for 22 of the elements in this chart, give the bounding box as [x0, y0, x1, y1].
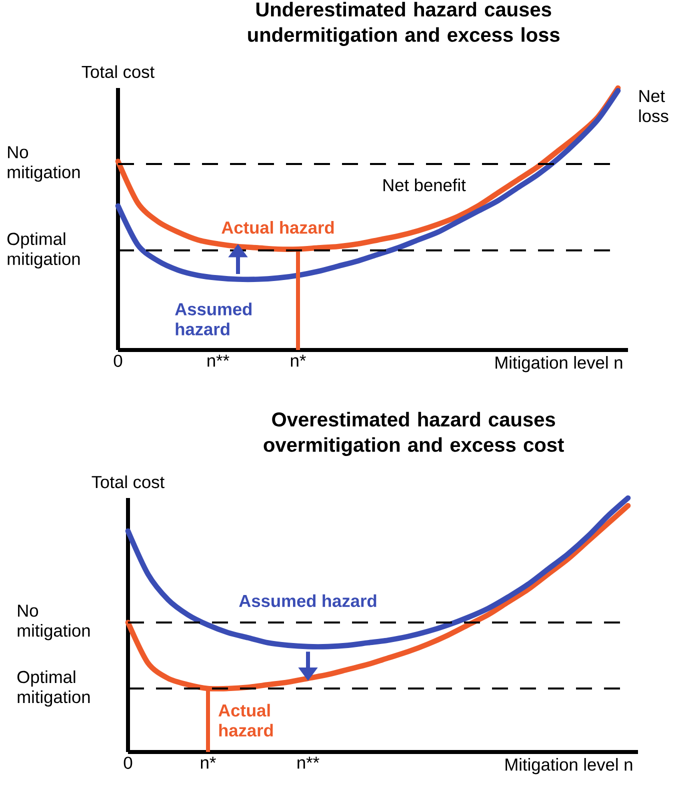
x-tick-label: n**	[208, 354, 230, 367]
series-label: Actual hazard	[222, 221, 334, 234]
series-label: Assumed hazard	[175, 302, 252, 336]
x-tick-label: 0	[124, 756, 132, 769]
x-axis-title: Mitigation level n	[496, 356, 622, 372]
series-label: Assumed hazard	[239, 594, 376, 608]
text: Net loss	[639, 90, 668, 122]
ref-line-label: No mitigation	[18, 604, 90, 640]
ref-line-label: Optimal mitigation	[7, 232, 80, 269]
x-tick-label: n*	[290, 354, 306, 367]
ref-line-label: No mitigation	[8, 146, 80, 182]
x-tick-label: n**	[298, 756, 320, 769]
chart-title: Overestimated hazard causes overmitigation and excess cost	[264, 412, 564, 456]
x-tick-label: 0	[114, 354, 122, 367]
x-axis-title: Mitigation level n	[506, 758, 632, 774]
chart-title: Underestimated hazard causes undermitigation and excess loss	[248, 2, 560, 46]
x-tick-label: n*	[200, 756, 216, 769]
series-label: Actual hazard	[218, 704, 273, 737]
y-axis-title: Total cost	[82, 65, 154, 78]
ref-line-label: Optimal mitigation	[17, 670, 90, 707]
annotation: Net benefit	[384, 178, 466, 192]
y-axis-title: Total cost	[92, 475, 164, 488]
